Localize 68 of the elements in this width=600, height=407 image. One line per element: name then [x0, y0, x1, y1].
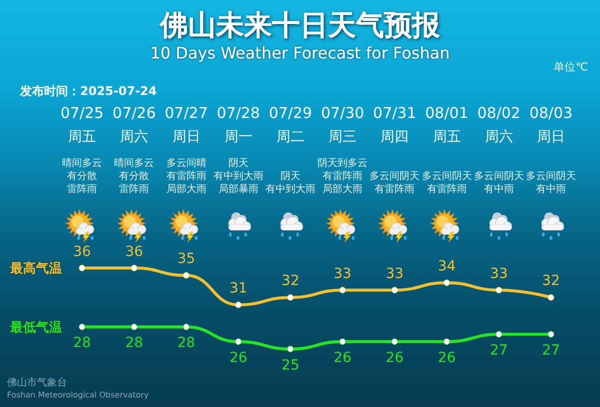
- point: [339, 338, 346, 345]
- x-tick-label: 07/31 周四: [373, 104, 416, 145]
- point: [235, 338, 242, 345]
- text: 多云间晴有雷阵雨局部大雨: [166, 157, 206, 195]
- point: [235, 302, 242, 308]
- data-label: 26: [229, 350, 248, 366]
- x-tick-label: 07/25 周五: [60, 104, 104, 145]
- data-label: 36: [73, 244, 92, 260]
- text: 晴间多云有分散雷阵雨: [114, 157, 154, 195]
- text: 阴天有中到大雨局部暴雨: [213, 158, 264, 195]
- text: Foshan Meteorological Observatory: [7, 390, 149, 400]
- data-label: 26: [386, 350, 404, 366]
- chart-title: 佛山未来十日天气预报: [159, 8, 441, 42]
- point: [183, 272, 190, 279]
- text: 多云间阴天有雷阵雨: [422, 170, 472, 195]
- x-tick-label: 07/27 周日: [164, 104, 208, 145]
- data-label: 25: [282, 357, 300, 374]
- text: 佛山市气象台: [7, 376, 67, 388]
- text: 多云间阴天有中雨: [474, 170, 524, 195]
- chart-subtitle: 10 Days Weather Forecast for Foshan: [150, 44, 450, 62]
- text: 阴天到多云有雷阵雨局部大雨: [318, 157, 368, 195]
- data-label: 33: [490, 266, 508, 282]
- data-label: 32: [282, 273, 300, 290]
- point: [391, 286, 398, 294]
- text: 发布时间：2025-07-24: [19, 84, 157, 98]
- point: [391, 338, 398, 345]
- point: [444, 279, 450, 286]
- data-label: 26: [334, 350, 352, 366]
- series-label: 最高气温: [9, 260, 62, 276]
- data-label: 28: [125, 335, 144, 352]
- point: [287, 294, 294, 301]
- point: [548, 294, 554, 301]
- data-label: 28: [177, 335, 196, 352]
- data-label: 32: [542, 273, 560, 290]
- text: 阴天有中到大雨: [265, 171, 316, 195]
- data-label: 36: [125, 244, 144, 260]
- data-label: 31: [229, 280, 248, 297]
- text: 单位℃: [554, 60, 588, 74]
- data-label: 27: [542, 342, 560, 359]
- point: [339, 286, 346, 294]
- point: [78, 324, 86, 330]
- point: [130, 324, 138, 330]
- point: [130, 264, 138, 272]
- data-label: 33: [334, 266, 352, 282]
- series-label: 最低气温: [9, 320, 62, 336]
- text: 晴间多云有分散雷阵雨: [62, 157, 102, 195]
- x-tick-label: 07/30 周三: [320, 104, 364, 145]
- data-label: 34: [438, 258, 456, 274]
- text: 多云间阴天有雷阵雨: [370, 170, 420, 195]
- x-tick-label: 08/01 周五: [425, 104, 468, 145]
- data-label: 33: [386, 266, 404, 282]
- point: [183, 324, 190, 330]
- point: [78, 264, 86, 272]
- data-label: 35: [177, 251, 196, 268]
- x-tick-label: 08/02 周六: [477, 104, 520, 145]
- x-tick-label: 07/29 周二: [268, 104, 312, 145]
- x-tick-label: 07/28 周一: [216, 104, 260, 145]
- data-label: 28: [73, 335, 91, 352]
- point: [548, 331, 554, 338]
- point: [496, 286, 502, 294]
- x-tick-label: 08/03 周日: [529, 104, 573, 145]
- x-tick-label: 07/26 周六: [112, 104, 156, 145]
- data-label: 26: [438, 350, 456, 366]
- point: [496, 331, 502, 338]
- point: [287, 346, 294, 352]
- data-label: 27: [490, 342, 508, 359]
- point: [444, 338, 450, 345]
- text: 多云间阴天有中雨: [526, 170, 576, 195]
